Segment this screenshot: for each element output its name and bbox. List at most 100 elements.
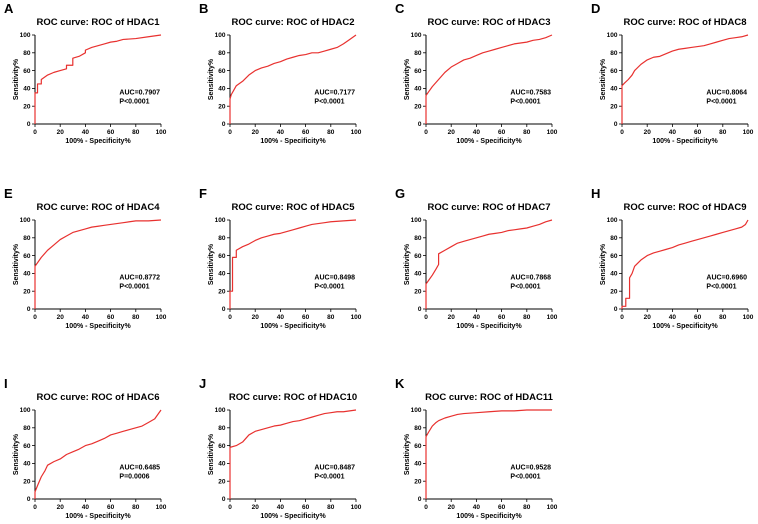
roc-panel-j: J ROC curve: ROC of HDAC10 0 20 40 60 80 100 0 20… <box>199 376 362 520</box>
x-tick-label: 20 <box>252 314 260 321</box>
panel-letter: G <box>395 186 405 201</box>
y-tick-label: 100 <box>215 407 226 414</box>
y-tick-label: 0 <box>222 306 226 313</box>
p-value-label: P<0.0001 <box>314 99 344 106</box>
x-axis-label: 100% - Specificity% <box>260 138 326 145</box>
y-axis-label: Sensitivity% <box>404 243 411 285</box>
roc-panel-c: C ROC curve: ROC of HDAC3 0 20 40 60 80 100 0 20 4… <box>395 1 558 145</box>
panel-letter: E <box>4 186 13 201</box>
x-axis-label: 100% - Specificity% <box>260 513 326 520</box>
x-tick-label: 20 <box>644 314 652 321</box>
panel-title: ROC curve: ROC of HDAC6 <box>37 392 160 403</box>
p-value-label: P<0.0001 <box>119 99 149 106</box>
x-tick-label: 0 <box>424 129 428 136</box>
y-tick-label: 80 <box>218 50 226 57</box>
x-axis-label: 100% - Specificity% <box>260 323 326 330</box>
y-tick-label: 40 <box>218 461 226 468</box>
p-value-label: P<0.0001 <box>510 284 540 291</box>
roc-curve-line <box>34 34 162 124</box>
x-tick-label: 80 <box>327 129 335 136</box>
x-tick-label: 20 <box>448 504 456 511</box>
y-tick-label: 20 <box>218 288 226 295</box>
x-tick-label: 60 <box>107 504 115 511</box>
x-tick-label: 40 <box>82 314 90 321</box>
x-axis-label: 100% - Specificity% <box>65 138 131 145</box>
x-tick-label: 80 <box>719 314 727 321</box>
y-axis-label: Sensitivity% <box>208 433 215 475</box>
auc-label: AUC=0.8498 <box>314 275 355 282</box>
x-tick-label: 60 <box>498 129 506 136</box>
roc-panel-k: K ROC curve: ROC of HDAC11 0 20 40 60 80 100 0 20… <box>395 376 558 520</box>
p-value-label: P<0.0001 <box>706 284 736 291</box>
x-tick-label: 20 <box>57 314 65 321</box>
x-axis-label: 100% - Specificity% <box>65 513 131 520</box>
x-tick-label: 60 <box>498 504 506 511</box>
x-tick-label: 20 <box>252 504 260 511</box>
y-tick-label: 20 <box>23 103 31 110</box>
y-tick-label: 40 <box>414 86 422 93</box>
x-tick-label: 0 <box>228 129 232 136</box>
y-tick-label: 100 <box>411 217 422 224</box>
x-tick-label: 0 <box>228 314 232 321</box>
y-tick-label: 60 <box>610 68 618 75</box>
y-tick-label: 80 <box>414 235 422 242</box>
roc-curve-line <box>621 34 749 124</box>
x-tick-label: 100 <box>547 504 558 511</box>
x-tick-label: 0 <box>424 504 428 511</box>
x-tick-label: 40 <box>473 504 481 511</box>
y-tick-label: 100 <box>607 32 618 39</box>
panel-letter: J <box>199 376 206 391</box>
y-tick-label: 100 <box>215 217 226 224</box>
y-tick-label: 60 <box>414 68 422 75</box>
y-axis-label: Sensitivity% <box>208 58 215 100</box>
auc-label: AUC=0.7868 <box>510 275 551 282</box>
x-tick-label: 40 <box>277 314 285 321</box>
x-tick-label: 60 <box>498 314 506 321</box>
x-tick-label: 0 <box>33 314 37 321</box>
x-tick-label: 60 <box>694 129 702 136</box>
y-tick-label: 60 <box>23 253 31 260</box>
y-tick-label: 40 <box>23 461 31 468</box>
y-tick-label: 80 <box>610 50 618 57</box>
y-tick-label: 60 <box>218 443 226 450</box>
x-tick-label: 100 <box>743 314 754 321</box>
x-tick-label: 20 <box>644 129 652 136</box>
x-tick-label: 0 <box>33 504 37 511</box>
x-axis-label: 100% - Specificity% <box>456 513 522 520</box>
x-axis-label: 100% - Specificity% <box>652 138 718 145</box>
x-tick-label: 0 <box>620 129 624 136</box>
panel-title: ROC curve: ROC of HDAC7 <box>428 202 551 213</box>
x-tick-label: 80 <box>132 129 140 136</box>
y-axis-label: Sensitivity% <box>13 58 20 100</box>
x-tick-label: 40 <box>473 129 481 136</box>
y-axis-label: Sensitivity% <box>13 243 20 285</box>
y-tick-label: 100 <box>607 217 618 224</box>
x-tick-label: 60 <box>107 129 115 136</box>
auc-label: AUC=0.8772 <box>119 275 160 282</box>
y-tick-label: 40 <box>23 271 31 278</box>
y-tick-label: 20 <box>218 478 226 485</box>
roc-panel-f: F ROC curve: ROC of HDAC5 0 20 40 60 80 100 0 20 4… <box>199 186 362 330</box>
x-tick-label: 80 <box>523 129 531 136</box>
x-axis-label: 100% - Specificity% <box>652 323 718 330</box>
x-tick-label: 20 <box>448 129 456 136</box>
y-tick-label: 60 <box>610 253 618 260</box>
y-tick-label: 100 <box>20 32 31 39</box>
p-value-label: P<0.0001 <box>706 99 736 106</box>
roc-panel-g: G ROC curve: ROC of HDAC7 0 20 40 60 80 100 0 20 4… <box>395 186 558 330</box>
p-value-label: P<0.0001 <box>314 284 344 291</box>
panel-title: ROC curve: ROC of HDAC11 <box>425 392 553 403</box>
x-tick-label: 100 <box>156 129 167 136</box>
y-tick-label: 80 <box>414 425 422 432</box>
y-tick-label: 0 <box>27 306 31 313</box>
auc-label: AUC=0.9528 <box>510 465 551 472</box>
x-axis-label: 100% - Specificity% <box>456 323 522 330</box>
p-value-label: P<0.0001 <box>314 474 344 481</box>
y-tick-label: 80 <box>23 50 31 57</box>
y-tick-label: 80 <box>610 235 618 242</box>
x-tick-label: 20 <box>57 504 65 511</box>
x-tick-label: 100 <box>156 504 167 511</box>
y-tick-label: 100 <box>215 32 226 39</box>
roc-curve-line <box>425 34 553 124</box>
panel-letter: F <box>199 186 207 201</box>
